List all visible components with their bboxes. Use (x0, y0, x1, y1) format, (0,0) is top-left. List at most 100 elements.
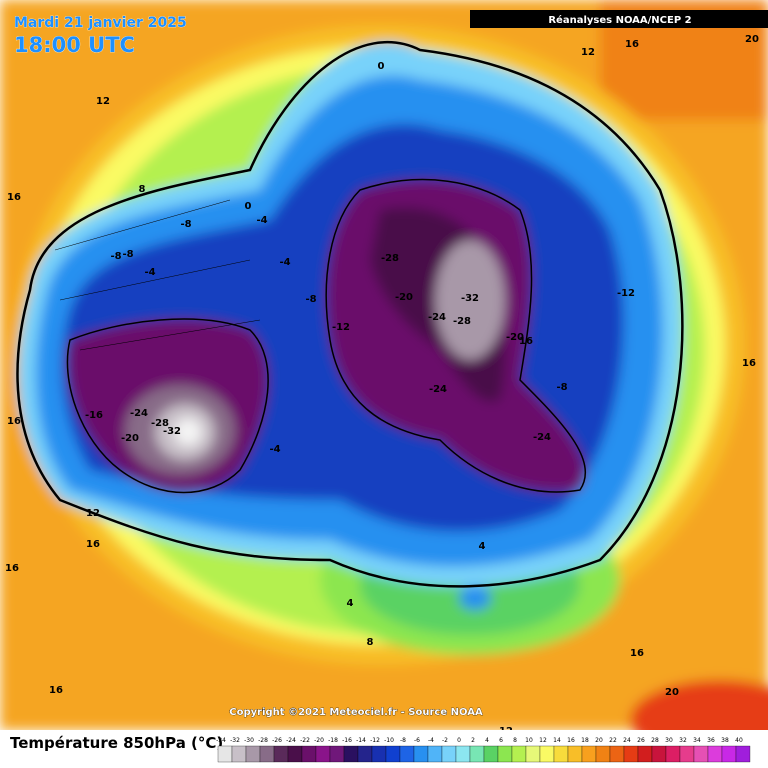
colorbar-swatch (735, 745, 751, 763)
contour-label: 16 (86, 539, 100, 550)
contour-label: -8 (180, 219, 191, 230)
colorbar-swatch (273, 745, 289, 763)
contour-label: -8 (305, 294, 316, 305)
colorbar-label: 30 (665, 737, 673, 744)
colorbar-swatch (665, 745, 681, 763)
legend-title: Température 850hPa (°C) (10, 734, 223, 752)
contour-label: -32 (461, 293, 479, 304)
contour-label: -24 (533, 432, 551, 443)
colorbar-swatch (693, 745, 709, 763)
isotherm (66, 318, 269, 494)
contour-label: 12 (86, 508, 100, 519)
colorbar-label: -26 (272, 737, 282, 744)
contour-label: 4 (347, 598, 354, 609)
colorbar-swatch (441, 745, 457, 763)
colorbar-swatch (427, 745, 443, 763)
colorbar-label: -20 (314, 737, 324, 744)
colorbar-swatch (609, 745, 625, 763)
contour-label: 8 (139, 184, 146, 195)
contour-label: 16 (519, 336, 533, 347)
colorbar-label: 12 (539, 737, 547, 744)
colorbar-swatch (707, 745, 723, 763)
colorbar-label: -14 (356, 737, 366, 744)
contour-label: 16 (630, 648, 644, 659)
contour-label: -28 (381, 253, 399, 264)
contour-label: 16 (7, 192, 21, 203)
colorbar-label: -2 (442, 737, 448, 744)
colorbar-label: -18 (328, 737, 338, 744)
contour-label: -4 (269, 444, 280, 455)
contours (16, 40, 684, 588)
contour-label: -8 (556, 382, 567, 393)
colorbar-label: -10 (384, 737, 394, 744)
isotherm (325, 178, 586, 493)
colorbar-swatch (651, 745, 667, 763)
graticule (54, 199, 261, 351)
colorbar-label: -22 (300, 737, 310, 744)
colorbar-label: 28 (651, 737, 659, 744)
contour-label: -20 (506, 332, 524, 343)
colorbar-swatch (511, 745, 527, 763)
contour-label: -28 (453, 316, 471, 327)
colorbar-swatch (469, 745, 485, 763)
colorbar-label: 2 (471, 737, 475, 744)
colorbar-label: 36 (707, 737, 715, 744)
time: 18:00 UTC (14, 33, 135, 57)
copyright: Copyright ©2021 Meteociel.fr - Source NO… (229, 707, 483, 718)
colorbar-label: -12 (370, 737, 380, 744)
colorbar-swatch (357, 745, 373, 763)
contour-label: 20 (745, 34, 759, 45)
colorbar-label: 34 (693, 737, 701, 744)
colorbar-swatch (483, 745, 499, 763)
colorbar-label: -6 (414, 737, 420, 744)
colorbar-swatch (637, 745, 653, 763)
colorbar-label: -8 (400, 737, 406, 744)
contour-label: 16 (7, 416, 21, 427)
contour-label: 8 (367, 637, 374, 648)
colorbar-label: 32 (679, 737, 687, 744)
colorbar-swatch (567, 745, 583, 763)
colorbar: -34 -32 -30 -28 -26 -24 -22 -20 -18 -16 -14 -12 -10-… (216, 737, 751, 763)
colorbar-label: -4 (428, 737, 434, 744)
contour-label: 0 (245, 201, 252, 212)
colorbar-swatch (553, 745, 569, 763)
contour-label: 12 (581, 47, 595, 58)
contour-label: -12 (332, 322, 350, 333)
colorbar-label: 20 (595, 737, 603, 744)
date: Mardi 21 janvier 2025 (14, 15, 187, 31)
colorbar-swatch (721, 745, 737, 763)
colorbar-label: 4 (485, 737, 489, 744)
colorbar-swatch (399, 745, 415, 763)
colorbar-swatch (259, 745, 275, 763)
source-box (470, 10, 768, 28)
colorbar-label: 0 (457, 737, 461, 744)
colorbar-swatch (329, 745, 345, 763)
contour-label: -4 (256, 215, 267, 226)
contour-label: 16 (5, 563, 19, 574)
contour-label: -28 (151, 418, 169, 429)
colorbar-label: 24 (623, 737, 631, 744)
colorbar-swatch (371, 745, 387, 763)
contour-label: -20 (121, 433, 139, 444)
contour-label: -8 (110, 251, 121, 262)
contour-label: -4 (279, 257, 290, 268)
contour-label: -12 (617, 288, 635, 299)
colorbar-label: 26 (637, 737, 645, 744)
contour-label: 0 (378, 61, 385, 72)
colorbar-label: -30 (244, 737, 254, 744)
contour-label: -16 (85, 410, 103, 421)
colorbar-swatch (455, 745, 471, 763)
colorbar-label: 38 (721, 737, 729, 744)
colorbar-swatch (231, 745, 247, 763)
colorbar-swatch (525, 745, 541, 763)
colorbar-swatch (497, 745, 513, 763)
colorbar-swatch (595, 745, 611, 763)
colorbar-swatch (623, 745, 639, 763)
colorbar-label: 6 (499, 737, 503, 744)
contour-label: -4 (144, 267, 155, 278)
colorbar-swatch (413, 745, 429, 763)
colorbar-label: 16 (567, 737, 575, 744)
